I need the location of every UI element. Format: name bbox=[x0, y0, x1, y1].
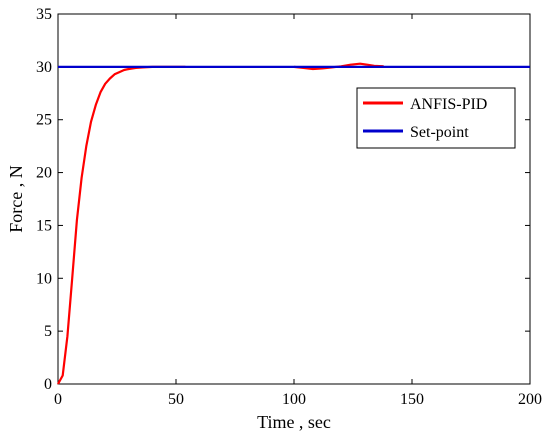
x-tick-label-2: 100 bbox=[282, 391, 306, 408]
series-lines bbox=[57, 62, 530, 385]
y-tick-label-0: 0 bbox=[44, 376, 52, 393]
x-tick-label-0: 0 bbox=[54, 391, 62, 408]
y-tick-label-2: 10 bbox=[36, 270, 52, 287]
x-tick-label-1: 50 bbox=[168, 391, 184, 408]
legend-label-set-point: Set-point bbox=[410, 124, 469, 141]
tick-labels: 0 50 100 150 200 0 5 10 15 20 25 30 35 bbox=[36, 6, 542, 408]
y-tick-label-4: 20 bbox=[36, 165, 52, 182]
y-tick-label-1: 5 bbox=[44, 323, 52, 340]
legend-label-anfis-pid: ANFIS-PID bbox=[410, 96, 487, 113]
y-tick-label-7: 35 bbox=[36, 6, 52, 23]
x-tick-label-4: 200 bbox=[518, 391, 542, 408]
plot-area bbox=[57, 13, 531, 385]
y-tick-label-6: 30 bbox=[36, 59, 52, 76]
y-axis-label: Force , N bbox=[6, 165, 26, 232]
x-axis-label: Time , sec bbox=[257, 412, 331, 432]
y-tick-label-5: 25 bbox=[36, 112, 52, 129]
y-tick-label-3: 15 bbox=[36, 217, 52, 234]
axis-ticks bbox=[57, 13, 531, 385]
x-tick-label-3: 150 bbox=[400, 391, 424, 408]
legend-box bbox=[356, 87, 516, 149]
legend: ANFIS-PID Set-point bbox=[356, 87, 516, 149]
